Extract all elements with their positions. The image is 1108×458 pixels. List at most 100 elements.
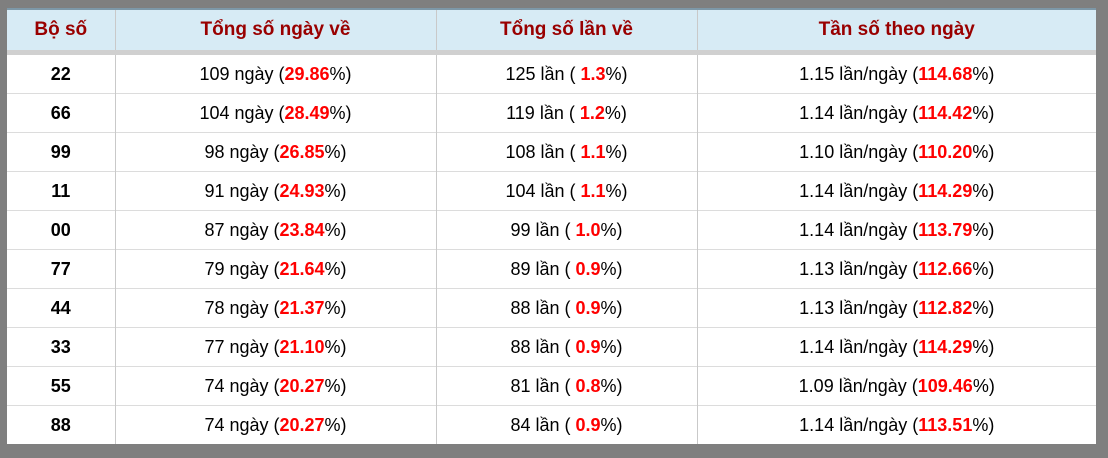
total-days-cell: 104 ngày (28.49%) — [114, 93, 436, 133]
days-text: 77 ngày ( — [204, 336, 280, 357]
frequency-percent: 114.68 — [918, 63, 973, 84]
times-close: %) — [600, 297, 623, 318]
total-times-cell: 108 lần ( 1.1%) — [435, 132, 697, 172]
frequency-cell: 1.14 lần/ngày (114.29%) — [696, 171, 1096, 211]
pair-value: 55 — [50, 375, 71, 396]
frequency-close: %) — [972, 336, 995, 357]
times-text: 81 lần ( — [510, 375, 576, 396]
times-text: 88 lần ( — [510, 336, 576, 357]
lottery-pair-stats-table: Bộ số Tổng số ngày về Tổng số lần về Tần… — [7, 8, 1096, 444]
times-text: 108 lần ( — [505, 141, 581, 162]
frequency-cell: 1.14 lần/ngày (113.51%) — [696, 405, 1096, 444]
times-close: %) — [605, 180, 628, 201]
pair-value: 11 — [51, 180, 71, 201]
frequency-cell: 1.13 lần/ngày (112.82%) — [696, 288, 1096, 328]
table-row: 99 98 ngày (26.85%) 108 lần ( 1.1%) 1.10… — [7, 132, 1096, 172]
pair-value: 44 — [50, 297, 71, 318]
table-row: 44 78 ngày (21.37%) 88 lần ( 0.9%) 1.13 … — [7, 288, 1096, 328]
pair-value: 77 — [50, 258, 71, 279]
total-days-cell: 78 ngày (21.37%) — [114, 288, 436, 328]
frequency-text: 1.15 lần/ngày ( — [799, 63, 919, 84]
table-header: Bộ số Tổng số ngày về Tổng số lần về Tần… — [7, 8, 1096, 55]
pair-cell: 22 — [7, 53, 115, 94]
pair-value: 00 — [50, 219, 71, 240]
frequency-text: 1.14 lần/ngày ( — [799, 336, 919, 357]
frequency-cell: 1.14 lần/ngày (113.79%) — [696, 210, 1096, 250]
days-close: %) — [324, 258, 347, 279]
days-percent: 21.64 — [279, 258, 325, 279]
table-row: 77 79 ngày (21.64%) 89 lần ( 0.9%) 1.13 … — [7, 249, 1096, 289]
frequency-percent: 114.42 — [918, 102, 973, 123]
total-times-cell: 104 lần ( 1.1%) — [435, 171, 697, 211]
pair-cell: 00 — [7, 210, 115, 250]
days-text: 74 ngày ( — [204, 414, 280, 435]
times-text: 89 lần ( — [510, 258, 576, 279]
frequency-percent: 109.46 — [917, 375, 973, 396]
frequency-close: %) — [972, 63, 995, 84]
total-times-cell: 84 lần ( 0.9%) — [435, 405, 697, 444]
times-close: %) — [600, 258, 623, 279]
frequency-close: %) — [972, 258, 995, 279]
days-percent: 21.37 — [279, 297, 325, 318]
frequency-text: 1.09 lần/ngày ( — [798, 375, 918, 396]
total-days-cell: 98 ngày (26.85%) — [114, 132, 436, 172]
times-percent: 0.9 — [575, 336, 601, 357]
total-times-cell: 125 lần ( 1.3%) — [435, 52, 697, 94]
pair-value: 33 — [50, 336, 71, 357]
times-close: %) — [605, 63, 628, 84]
days-percent: 28.49 — [284, 102, 330, 123]
total-days-cell: 77 ngày (21.10%) — [114, 327, 436, 367]
pair-cell: 11 — [7, 171, 115, 211]
pair-cell: 66 — [7, 93, 115, 133]
times-percent: 1.0 — [575, 219, 601, 240]
pair-value: 22 — [50, 63, 71, 84]
column-header-frequency: Tần số theo ngày — [696, 8, 1096, 55]
pair-cell: 99 — [7, 132, 115, 172]
pair-cell: 44 — [7, 288, 115, 328]
frequency-cell: 1.15 lần/ngày (114.68%) — [696, 52, 1096, 94]
frequency-close: %) — [972, 102, 995, 123]
days-percent: 29.86 — [284, 63, 330, 84]
days-percent: 26.85 — [279, 141, 325, 162]
times-text: 104 lần ( — [505, 180, 581, 201]
pair-cell: 55 — [7, 366, 115, 406]
times-percent: 1.2 — [579, 102, 605, 123]
frequency-percent: 113.51 — [918, 414, 973, 435]
frequency-cell: 1.14 lần/ngày (114.29%) — [696, 327, 1096, 367]
frequency-text: 1.13 lần/ngày ( — [799, 297, 919, 318]
total-days-cell: 87 ngày (23.84%) — [114, 210, 436, 250]
total-days-cell: 74 ngày (20.27%) — [114, 366, 436, 406]
frequency-cell: 1.10 lần/ngày (110.20%) — [696, 132, 1096, 172]
pair-cell: 77 — [7, 249, 115, 289]
total-times-cell: 81 lần ( 0.8%) — [435, 366, 697, 406]
days-text: 104 ngày ( — [199, 102, 285, 123]
column-header-total-times: Tổng số lần về — [435, 8, 697, 55]
column-header-pair: Bộ số — [7, 8, 115, 55]
frequency-close: %) — [972, 180, 995, 201]
pair-cell: 88 — [7, 405, 115, 444]
days-percent: 23.84 — [279, 219, 325, 240]
pair-cell: 33 — [7, 327, 115, 367]
times-close: %) — [600, 375, 623, 396]
days-percent: 21.10 — [279, 336, 325, 357]
times-percent: 0.9 — [575, 258, 601, 279]
total-times-cell: 88 lần ( 0.9%) — [435, 327, 697, 367]
times-text: 88 lần ( — [510, 297, 576, 318]
total-times-cell: 88 lần ( 0.9%) — [435, 288, 697, 328]
total-times-cell: 89 lần ( 0.9%) — [435, 249, 697, 289]
frequency-text: 1.10 lần/ngày ( — [799, 141, 919, 162]
days-close: %) — [324, 180, 347, 201]
total-times-cell: 99 lần ( 1.0%) — [435, 210, 697, 250]
total-days-cell: 109 ngày (29.86%) — [114, 52, 436, 94]
total-days-cell: 79 ngày (21.64%) — [114, 249, 436, 289]
days-close: %) — [324, 375, 347, 396]
days-percent: 24.93 — [279, 180, 325, 201]
header-row: Bộ số Tổng số ngày về Tổng số lần về Tần… — [7, 8, 1096, 55]
frequency-text: 1.13 lần/ngày ( — [799, 258, 919, 279]
days-text: 79 ngày ( — [204, 258, 280, 279]
frequency-close: %) — [972, 414, 995, 435]
frequency-text: 1.14 lần/ngày ( — [799, 102, 919, 123]
total-times-cell: 119 lần ( 1.2%) — [435, 93, 697, 133]
days-text: 87 ngày ( — [204, 219, 280, 240]
frequency-percent: 110.20 — [918, 141, 973, 162]
